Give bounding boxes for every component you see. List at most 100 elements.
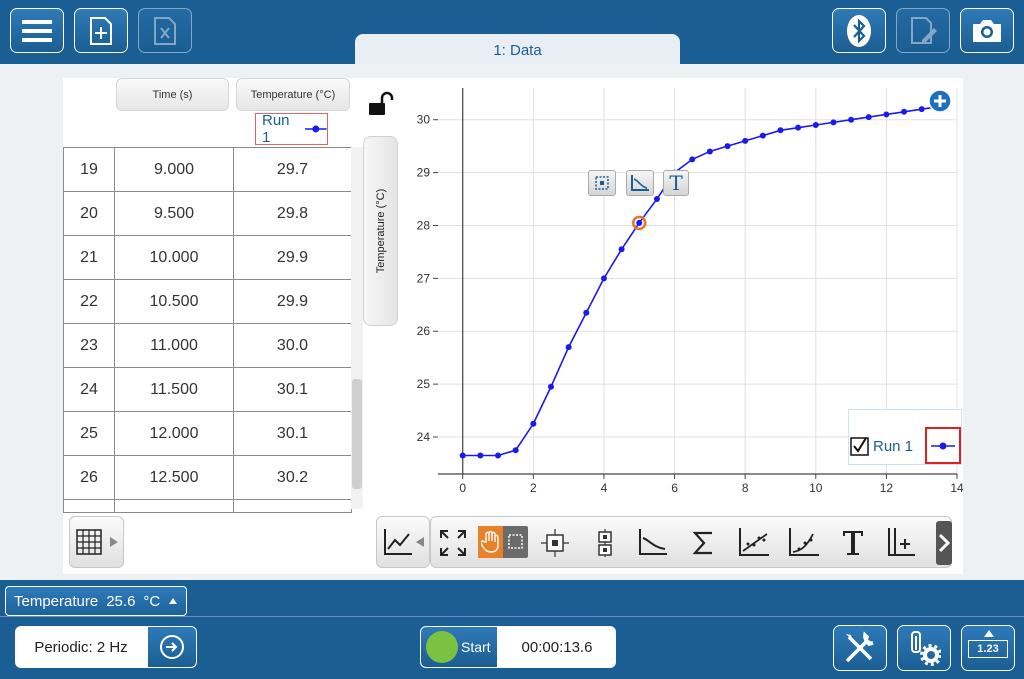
curve-fit-tool-button[interactable] — [626, 170, 654, 196]
time-cell[interactable]: 11.000 — [114, 323, 234, 368]
data-point[interactable] — [689, 156, 696, 163]
data-point[interactable] — [583, 309, 590, 316]
data-point[interactable] — [724, 143, 731, 150]
x-tick-label: 10 — [809, 481, 823, 495]
data-point[interactable] — [918, 106, 925, 113]
time-cell[interactable]: 12.500 — [114, 455, 234, 500]
column-header-time[interactable]: Time (s) — [116, 78, 229, 111]
new-file-button[interactable] — [74, 8, 128, 53]
x-tick-label: 12 — [880, 481, 894, 495]
linear-fit-icon[interactable] — [738, 527, 770, 557]
toolbar-scroll-right[interactable] — [936, 521, 952, 565]
add-graph-button[interactable] — [928, 89, 952, 118]
graph-type-button[interactable] — [376, 516, 430, 568]
graph-icon — [384, 529, 412, 555]
data-point[interactable] — [742, 137, 749, 144]
sensor-settings-button[interactable] — [897, 625, 951, 671]
temperature-cell[interactable]: 30.0 — [233, 323, 352, 368]
tangent-icon[interactable] — [638, 528, 668, 556]
sensor-gear-icon — [911, 631, 941, 666]
data-point[interactable] — [565, 344, 572, 351]
time-cell[interactable]: 9.000 — [114, 147, 234, 192]
interpolate-icon[interactable] — [594, 528, 616, 558]
examine-icon[interactable] — [540, 528, 570, 558]
data-point[interactable] — [848, 116, 855, 123]
collection-mode[interactable]: Periodic: 2 Hz — [15, 626, 147, 668]
autoscale-icon[interactable] — [439, 529, 467, 557]
temperature-cell[interactable]: 29.9 — [233, 235, 352, 280]
meter-display-button[interactable]: 1.23 — [961, 625, 1015, 671]
table-scrollbar-thumb[interactable] — [352, 379, 362, 489]
time-cell[interactable]: 12.000 — [114, 411, 234, 456]
tools-button[interactable] — [833, 625, 887, 671]
selected-data-point[interactable] — [631, 215, 647, 231]
table-row[interactable]: 24 11.500 30.1 — [63, 367, 352, 412]
curve-fit-icon[interactable] — [788, 527, 820, 557]
data-point[interactable] — [459, 452, 466, 459]
sensor-name: Temperature — [14, 592, 99, 610]
data-point[interactable] — [759, 132, 766, 139]
time-cell[interactable]: 10.000 — [114, 235, 234, 280]
data-point[interactable] — [653, 196, 660, 203]
collection-settings-button[interactable] — [147, 626, 197, 668]
temperature-cell[interactable]: 29.9 — [233, 279, 352, 324]
data-point[interactable] — [600, 275, 607, 282]
data-point[interactable] — [618, 246, 625, 253]
column-header-temperature[interactable]: Temperature (°C) — [236, 78, 350, 111]
annotate-file-button[interactable] — [896, 8, 950, 53]
table-row[interactable]: 26 12.500 30.2 — [63, 455, 352, 500]
table-row-partial[interactable] — [63, 499, 352, 513]
table-row[interactable]: 19 9.000 29.7 — [63, 147, 352, 192]
data-point[interactable] — [777, 127, 784, 134]
y-axis-column-button[interactable]: Temperature (°C) — [363, 136, 398, 326]
data-point[interactable] — [512, 447, 519, 454]
lock-icon[interactable] — [366, 90, 394, 123]
time-cell[interactable]: 10.500 — [114, 279, 234, 324]
temperature-cell[interactable]: 30.2 — [233, 455, 352, 500]
table-row[interactable]: 22 10.500 29.9 — [63, 279, 352, 324]
time-cell[interactable]: 9.500 — [114, 191, 234, 236]
export-file-button[interactable] — [138, 8, 192, 53]
tab-data[interactable]: 1: Data — [355, 34, 680, 66]
sensor-meter-button[interactable]: Temperature 25.6 °C — [5, 586, 188, 616]
run-column-label[interactable]: Run 1 — [255, 112, 328, 146]
examine-tool-button[interactable] — [588, 170, 616, 196]
bluetooth-button[interactable] — [832, 8, 886, 53]
data-point[interactable] — [795, 124, 802, 131]
statistics-sigma-icon[interactable] — [691, 530, 715, 556]
table-view-button[interactable] — [69, 516, 124, 568]
legend-item-run-1[interactable]: Run 1 — [850, 436, 913, 456]
temperature-cell[interactable]: 29.7 — [233, 147, 352, 192]
temperature-cell[interactable]: 29.8 — [233, 191, 352, 236]
start-button[interactable]: Start — [420, 626, 498, 668]
annotation-tool-button[interactable]: T — [663, 170, 689, 196]
annotation-icon[interactable] — [841, 528, 865, 556]
table-row[interactable]: 25 12.000 30.1 — [63, 411, 352, 456]
data-point[interactable] — [547, 383, 554, 390]
camera-button[interactable] — [960, 8, 1014, 53]
legend-series-marker[interactable] — [925, 427, 961, 464]
time-cell[interactable]: 11.500 — [114, 367, 234, 412]
table-scrollbar[interactable] — [351, 147, 363, 509]
table-row[interactable]: 21 10.000 29.9 — [63, 235, 352, 280]
meter-readout: 1.23 — [968, 640, 1008, 658]
temperature-cell[interactable]: 30.1 — [233, 367, 352, 412]
temperature-cell[interactable]: 30.1 — [233, 411, 352, 456]
data-point[interactable] — [495, 452, 502, 459]
data-point[interactable] — [636, 219, 643, 226]
data-point[interactable] — [901, 108, 908, 115]
data-point[interactable] — [812, 122, 819, 129]
checkbox-checked-icon[interactable] — [850, 436, 870, 456]
data-point[interactable] — [477, 452, 484, 459]
add-axis-icon[interactable] — [886, 527, 916, 557]
pan-select-toggle[interactable] — [478, 526, 528, 558]
pan-tool-active[interactable] — [478, 526, 503, 558]
menu-button[interactable] — [10, 8, 64, 53]
data-point[interactable] — [530, 420, 537, 427]
data-point[interactable] — [830, 119, 837, 126]
data-point[interactable] — [706, 148, 713, 155]
data-point[interactable] — [865, 114, 872, 121]
table-row[interactable]: 20 9.500 29.8 — [63, 191, 352, 236]
table-row[interactable]: 23 11.000 30.0 — [63, 323, 352, 368]
data-point[interactable] — [883, 111, 890, 118]
